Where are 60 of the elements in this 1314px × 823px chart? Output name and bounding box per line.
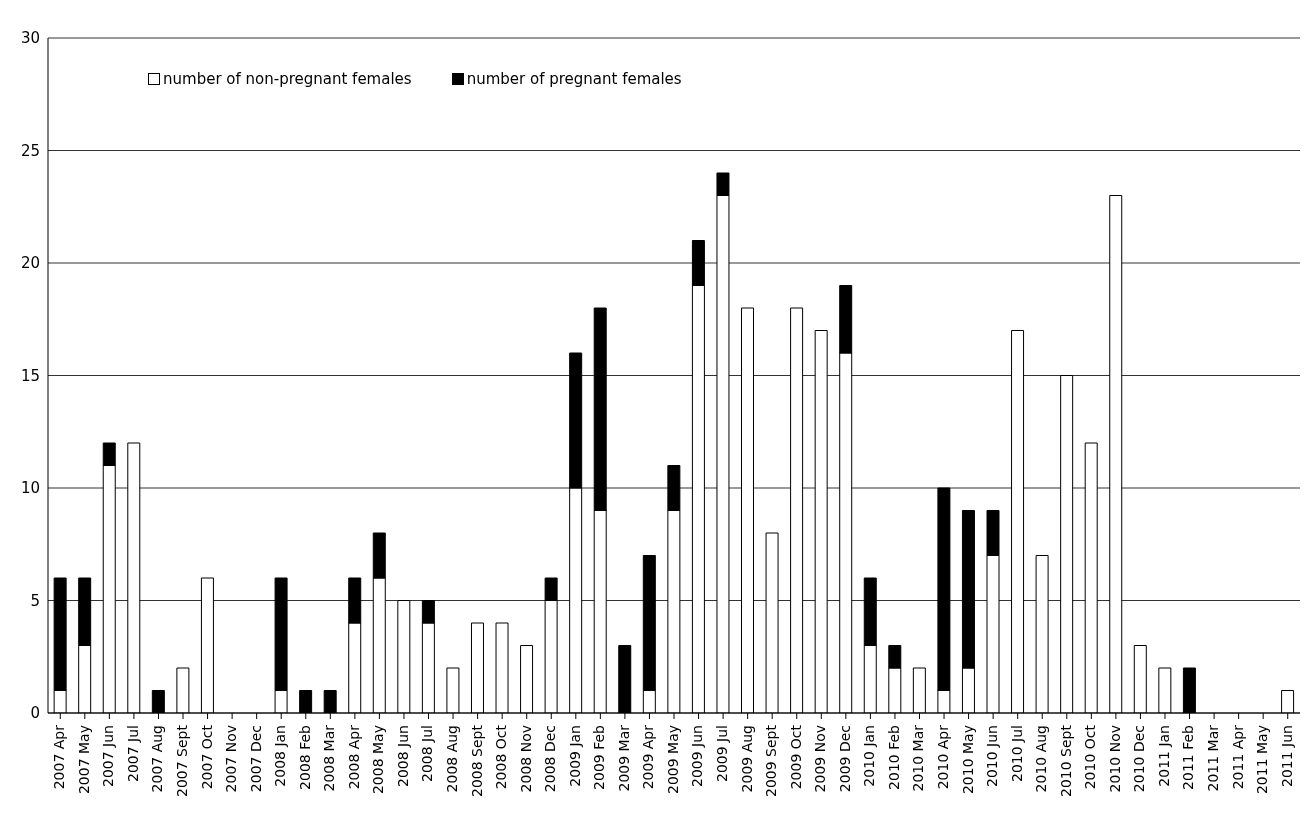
- x-tick-label: 2010 Jun: [984, 725, 1001, 787]
- x-tick-label: 2007 Dec: [247, 725, 264, 793]
- y-tick-label: 0: [30, 704, 40, 723]
- legend-label: number of pregnant females: [466, 70, 682, 88]
- x-tick-label: 2010 Nov: [1106, 725, 1123, 793]
- x-tick-label: 2008 May: [370, 725, 387, 795]
- x-tick-label: 2008 Feb: [296, 724, 313, 790]
- x-tick-label: 2009 Jul: [714, 725, 731, 782]
- x-tick-label: 2008 Mar: [321, 724, 338, 792]
- x-tick-label: 2010 Apr: [934, 724, 951, 790]
- x-tick-label: 2010 Dec: [1131, 725, 1148, 793]
- x-tick-label: 2008 Dec: [542, 725, 559, 793]
- x-tick-label: 2009 Apr: [640, 724, 657, 790]
- x-tick-label: 2010 Mar: [910, 724, 927, 792]
- x-tick-label: 2007 May: [75, 725, 92, 795]
- x-tick-label: 2007 Jun: [100, 725, 117, 787]
- x-tick-label: 2010 Aug: [1033, 725, 1050, 793]
- x-tick-label: 2008 Apr: [345, 724, 362, 790]
- x-tick-label: 2010 Feb: [885, 724, 902, 790]
- x-tick-label: 2011 May: [1254, 725, 1271, 795]
- x-tick-label: 2009 May: [664, 725, 681, 795]
- x-tick-label: 2010 Jan: [861, 725, 878, 787]
- x-tick-label: 2009 Oct: [787, 724, 804, 790]
- x-tick-label: 2007 Oct: [198, 724, 215, 790]
- x-tick-label: 2007 Nov: [223, 725, 240, 793]
- x-tick-label: 2010 Oct: [1082, 724, 1099, 790]
- x-tick-label: 2009 Nov: [812, 725, 829, 793]
- x-tick-label: 2009 Dec: [836, 725, 853, 793]
- y-tick-label: 10: [20, 479, 40, 498]
- x-tick-label: 2009 Aug: [738, 725, 755, 793]
- y-tick-label: 5: [30, 591, 40, 610]
- x-tick-label: 2008 Aug: [444, 725, 460, 793]
- legend-label: number of non-pregnant females: [163, 70, 412, 88]
- x-tick-label: 2009 Jun: [689, 725, 706, 787]
- x-tick-label: 2008 Jun: [394, 725, 411, 787]
- x-tick-label: 2009 Sept: [763, 724, 780, 797]
- x-tick-label: 2011 Apr: [1229, 724, 1246, 790]
- x-tick-label: 2009 Jan: [566, 725, 583, 787]
- x-tick-label: 2011 Feb: [1180, 724, 1197, 790]
- y-tick-label: 20: [20, 254, 40, 273]
- x-tick-label: 2011 Jan: [1155, 725, 1172, 787]
- x-tick-label: 2008 Nov: [517, 725, 534, 793]
- y-tick-label: 15: [20, 366, 40, 385]
- x-tick-label: 2009 Mar: [615, 724, 632, 792]
- x-tick-label: 2011 Mar: [1205, 724, 1222, 792]
- y-tick-label: 30: [20, 29, 40, 48]
- x-tick-label: 2010 Sept: [1057, 724, 1074, 797]
- x-tick-label: 2008 Sept: [468, 724, 485, 797]
- x-tick-label: 2011 Jun: [1278, 725, 1295, 787]
- x-tick-label: 2010 Jul: [1008, 725, 1025, 782]
- y-tick-label: 25: [20, 141, 40, 160]
- x-tick-label: 2010 May: [959, 725, 976, 795]
- x-tick-label: 2007 Sept: [173, 724, 190, 797]
- x-tick-label: 2008 Oct: [493, 724, 510, 790]
- x-tick-label: 2008 Jul: [419, 725, 436, 782]
- x-tick-label: 2009 Feb: [591, 724, 608, 790]
- x-tick-label: 2007 Aug: [149, 725, 166, 793]
- x-tick-label: 2008 Jan: [272, 725, 289, 787]
- x-tick-label: 2007 Jul: [124, 725, 141, 782]
- x-tick-label: 2007 Apr: [51, 724, 68, 790]
